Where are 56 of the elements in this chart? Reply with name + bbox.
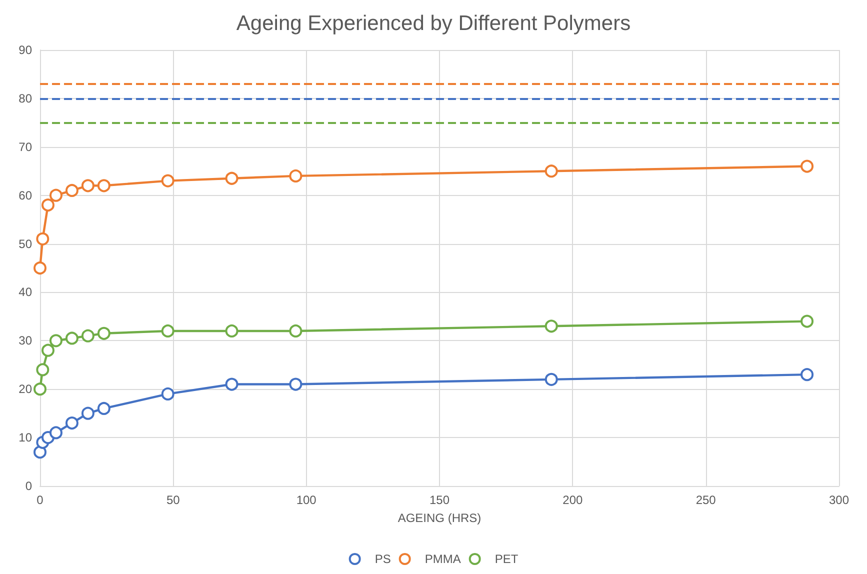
point <box>544 372 558 386</box>
point <box>34 446 46 459</box>
point <box>800 314 814 328</box>
y-tick-label: 80 <box>18 91 32 106</box>
y-tick-label: 90 <box>18 43 32 57</box>
point <box>49 334 62 348</box>
y-tick-label: 0 <box>25 479 32 493</box>
point <box>544 320 558 333</box>
y-tick-label: 30 <box>18 334 32 348</box>
point <box>544 164 558 178</box>
x-tick-label: 250 <box>696 493 716 507</box>
point <box>97 326 110 340</box>
y-tick-label: 60 <box>18 188 32 202</box>
point <box>49 188 62 202</box>
point <box>225 172 238 185</box>
x-tick-label: 100 <box>296 493 317 507</box>
x-tick-label: 50 <box>166 493 180 507</box>
point <box>81 179 94 192</box>
point <box>800 368 814 382</box>
y-tick-label: 20 <box>18 382 32 396</box>
point <box>81 329 94 342</box>
legend-label: PS <box>374 552 391 566</box>
point <box>289 378 302 391</box>
point <box>65 184 78 197</box>
y-tick-label: 10 <box>18 430 32 445</box>
point <box>65 416 78 430</box>
x-axis-title: AGEING (HRS) <box>398 511 482 525</box>
point <box>97 179 110 192</box>
point <box>34 382 46 396</box>
point <box>42 198 54 212</box>
point <box>161 324 174 338</box>
point <box>161 387 174 400</box>
x-tick-label: 200 <box>562 493 583 507</box>
point <box>49 426 62 440</box>
point <box>225 324 238 338</box>
point <box>34 262 46 274</box>
chart-title: Ageing Experienced by Different Polymers <box>236 12 631 35</box>
y-tick-label: 40 <box>18 285 32 300</box>
point <box>800 160 814 173</box>
y-tick-label: 50 <box>18 236 32 251</box>
point <box>81 406 94 420</box>
legend-label: PET <box>494 552 519 566</box>
point <box>36 232 50 246</box>
point <box>65 332 78 345</box>
point <box>225 378 238 391</box>
point <box>289 324 302 338</box>
y-tick-label: 70 <box>18 140 32 154</box>
legend-label: PMMA <box>424 552 461 566</box>
point <box>36 363 50 376</box>
point <box>97 402 110 415</box>
x-tick-label: 300 <box>828 493 850 507</box>
point <box>289 169 302 182</box>
point <box>161 174 174 188</box>
x-tick-label: 150 <box>429 493 450 507</box>
point <box>42 344 54 357</box>
x-tick-label: 0 <box>36 493 44 507</box>
